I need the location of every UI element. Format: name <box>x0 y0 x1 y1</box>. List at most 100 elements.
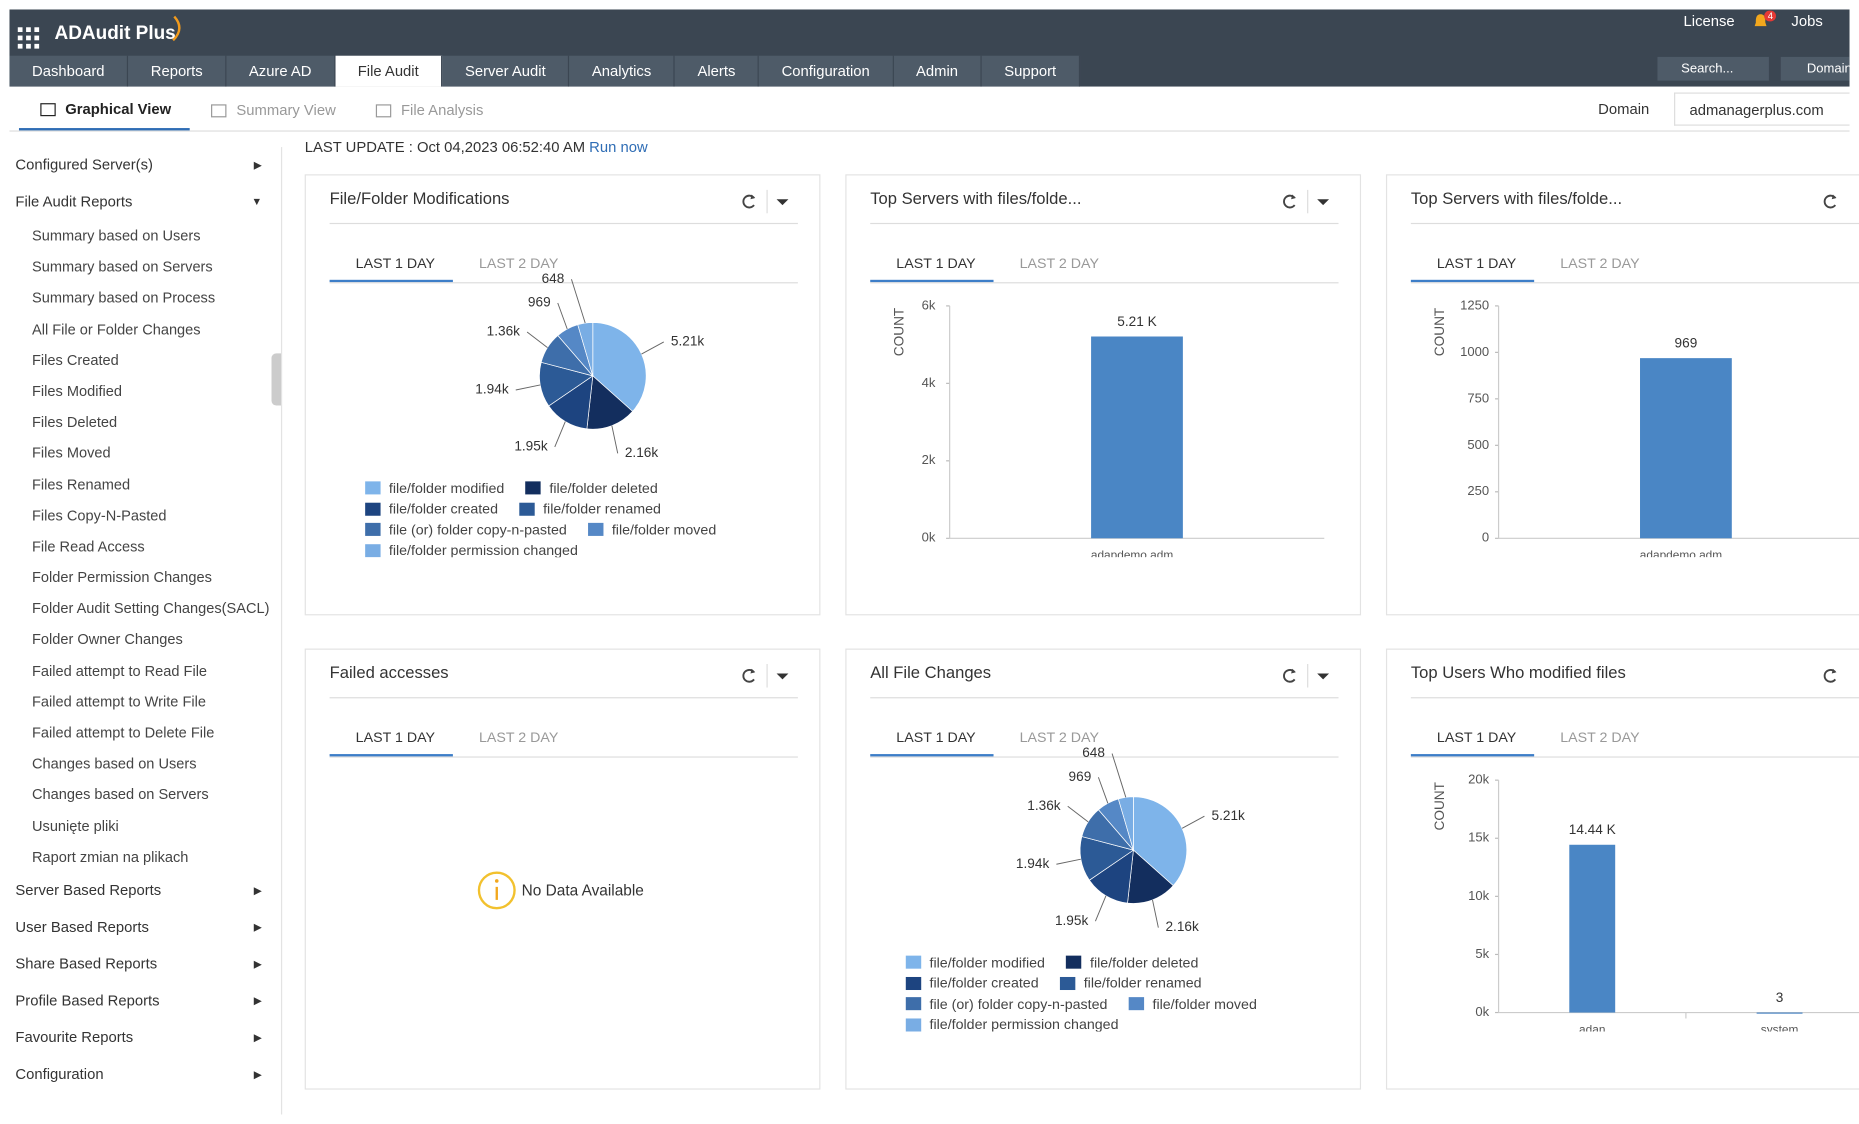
legend-swatch <box>525 481 542 495</box>
main-tab[interactable]: Dashboard <box>9 55 129 87</box>
sidebar-item[interactable]: Failed attempt to Write File <box>32 693 206 710</box>
refresh-arc <box>1283 668 1296 683</box>
main-tab[interactable]: Support <box>981 55 1080 87</box>
widget-header-line <box>329 697 798 699</box>
sidebar-section[interactable]: Server Based Reports ▶ <box>9 873 281 910</box>
sidebar-item[interactable]: Changes based on Servers <box>32 786 209 804</box>
legend-item[interactable]: file/folder moved <box>588 519 716 540</box>
period-tab[interactable]: LAST 1 DAY <box>896 254 976 272</box>
widget: Top Servers with files/folde... LAST 1 DA… <box>1385 174 1859 616</box>
sidebar-item[interactable]: Summary based on Users <box>32 227 201 245</box>
sidebar-item[interactable]: All File or Folder Changes <box>32 320 201 338</box>
sidebar-section[interactable]: Configuration ▶ <box>9 1056 281 1093</box>
period-tab[interactable]: LAST 2 DAY <box>478 729 559 746</box>
refresh-icon[interactable] <box>1823 668 1837 683</box>
dropdown-icon[interactable] <box>1317 673 1330 680</box>
refresh-icon[interactable] <box>1823 194 1837 209</box>
license-link[interactable]: License <box>1683 13 1735 30</box>
legend-item[interactable]: file/folder permission changed <box>905 1014 1119 1032</box>
main-tab[interactable]: Server Audit <box>442 55 570 87</box>
view-tab[interactable]: Summary View <box>190 90 355 130</box>
legend-item[interactable]: file (or) folder copy-n-pasted <box>905 994 1107 1015</box>
sidebar-item[interactable]: Folder Audit Setting Changes(SACL) <box>32 600 270 617</box>
legend-item[interactable]: file/folder renamed <box>519 499 661 520</box>
refresh-arc <box>742 668 755 683</box>
sidebar-item[interactable]: Summary based on Process <box>32 289 216 307</box>
dropdown-icon[interactable] <box>1317 199 1330 206</box>
domain-select[interactable]: admanagerplus.com <box>1674 92 1850 126</box>
main-tab[interactable]: Reports <box>128 55 227 87</box>
refresh-icon[interactable] <box>1283 194 1296 209</box>
tab-line <box>329 756 798 758</box>
search-box[interactable]: Search... <box>1657 56 1769 81</box>
bar <box>1640 358 1732 539</box>
y-tick-label: 1250 <box>1460 297 1489 312</box>
sidebar-section[interactable]: Profile Based Reports ▶ <box>9 983 281 1020</box>
view-tab[interactable]: Graphical View <box>18 90 191 131</box>
jobs-link[interactable]: Jobs <box>1791 13 1823 30</box>
sidebar-item[interactable]: Folder Owner Changes <box>32 631 183 648</box>
sidebar-item[interactable]: Files Renamed <box>32 476 131 493</box>
dropdown-icon[interactable] <box>776 673 789 680</box>
refresh-icon[interactable] <box>1283 668 1296 683</box>
period-tab[interactable]: LAST 1 DAY <box>1436 254 1517 272</box>
refresh-icon[interactable] <box>742 194 756 209</box>
period-tab[interactable]: LAST 2 DAY <box>478 254 559 272</box>
widget: Top Users Who modified files LAST 1 DAY LA… <box>1385 648 1859 1090</box>
view-tab[interactable]: File Analysis <box>355 90 503 130</box>
apps-icon[interactable] <box>17 26 41 50</box>
sidebar-item[interactable]: Usunięte pliki <box>32 817 119 835</box>
sidebar-section[interactable]: Share Based Reports ▶ <box>9 946 281 983</box>
dropdown-icon[interactable] <box>776 199 789 206</box>
sidebar-item[interactable]: Files Modified <box>32 382 122 400</box>
period-tab[interactable]: LAST 1 DAY <box>1436 729 1517 746</box>
period-tab[interactable]: LAST 2 DAY <box>1560 254 1640 272</box>
legend-item[interactable]: file/folder modified <box>905 952 1045 973</box>
legend-label: file/folder moved <box>611 521 717 538</box>
legend-item[interactable]: file/folder modified <box>365 478 504 499</box>
view-label: File Analysis <box>401 101 484 119</box>
sidebar-item[interactable]: Files Deleted <box>32 413 118 431</box>
sidebar-handle[interactable] <box>271 353 281 406</box>
sidebar-section[interactable]: Configured Server(s) ▶ <box>9 147 281 184</box>
sidebar-item[interactable]: Files Moved <box>32 444 111 462</box>
legend-item[interactable]: file/folder renamed <box>1059 973 1202 994</box>
main-tab[interactable]: Azure AD <box>226 55 336 87</box>
run-now[interactable]: Run now <box>589 138 648 156</box>
legend-item[interactable]: file/folder created <box>905 973 1039 994</box>
sidebar-item[interactable]: Failed attempt to Read File <box>32 662 208 679</box>
legend-item[interactable]: file/folder deleted <box>1066 952 1198 973</box>
refresh-icon[interactable] <box>742 668 756 683</box>
sidebar-item[interactable]: File Read Access <box>32 538 145 555</box>
main-tab[interactable]: File Audit <box>335 55 443 87</box>
sidebar-item[interactable]: Folder Permission Changes <box>32 569 212 586</box>
main-tab[interactable]: Analytics <box>569 55 675 87</box>
bell-icon[interactable] <box>1753 13 1767 30</box>
legend-item[interactable]: file/folder created <box>365 499 498 520</box>
sidebar-item[interactable]: Files Created <box>32 351 119 369</box>
sidebar-item[interactable]: Files Copy-N-Pasted <box>32 507 167 524</box>
period-tab[interactable]: LAST 1 DAY <box>896 729 976 746</box>
legend-item[interactable]: file/folder deleted <box>525 478 658 499</box>
empty-message: No Data Available <box>522 883 644 900</box>
sidebar-item[interactable]: Raport zmian na plikach <box>32 848 189 866</box>
refresh-arc <box>1823 194 1837 209</box>
sidebar-item[interactable]: Summary based on Servers <box>32 258 213 276</box>
period-tab[interactable]: LAST 2 DAY <box>1019 729 1099 746</box>
period-tab[interactable]: LAST 1 DAY <box>355 729 436 746</box>
sidebar-item[interactable]: Failed attempt to Delete File <box>32 724 215 742</box>
sidebar-section[interactable]: Favourite Reports ▶ <box>9 1020 281 1057</box>
period-tab[interactable]: LAST 2 DAY <box>1560 729 1640 746</box>
main-tab[interactable]: Alerts <box>674 55 760 87</box>
legend-item[interactable]: file/folder permission changed <box>365 540 578 557</box>
sidebar-section[interactable]: User Based Reports ▶ <box>9 909 281 946</box>
sidebar-section[interactable]: File Audit Reports ▼ <box>9 184 281 221</box>
period-tab[interactable]: LAST 2 DAY <box>1019 254 1099 272</box>
main-tab[interactable]: Configuration <box>759 55 894 87</box>
domain-button[interactable]: Domain <box>1780 56 1850 81</box>
period-tab[interactable]: LAST 1 DAY <box>355 254 436 272</box>
legend-item[interactable]: file (or) folder copy-n-pasted <box>365 519 567 540</box>
main-tab[interactable]: Admin <box>893 55 982 87</box>
sidebar-item[interactable]: Changes based on Users <box>32 755 197 773</box>
legend-item[interactable]: file/folder moved <box>1128 994 1257 1015</box>
